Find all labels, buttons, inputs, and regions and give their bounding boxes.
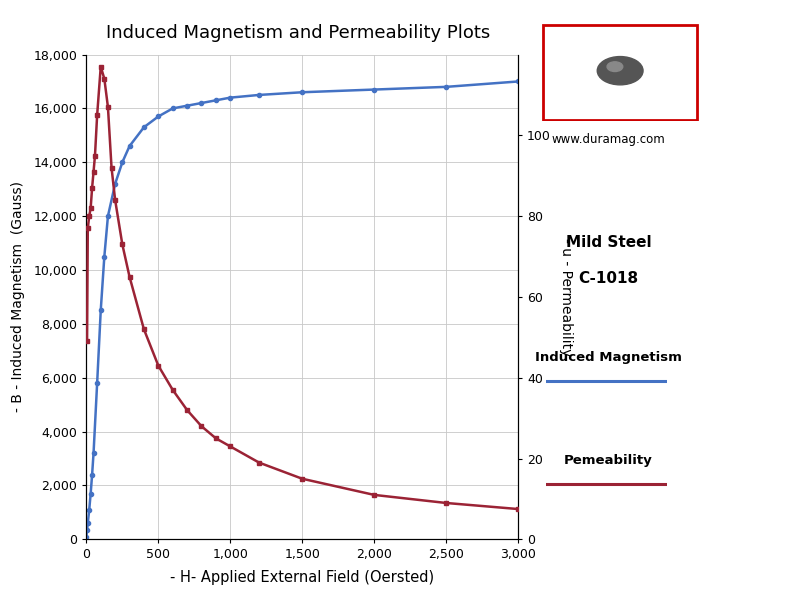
Y-axis label: - u - Permeability: - u - Permeability xyxy=(560,238,573,356)
X-axis label: - H- Applied External Field (Oersted): - H- Applied External Field (Oersted) xyxy=(170,570,434,585)
Text: Induced Magnetism: Induced Magnetism xyxy=(535,351,682,364)
Text: Mild Steel: Mild Steel xyxy=(565,235,652,250)
Text: www.duramag.com: www.duramag.com xyxy=(552,133,665,146)
Text: Induced Magnetism and Permeability Plots: Induced Magnetism and Permeability Plots xyxy=(106,24,491,42)
Text: Pemeability: Pemeability xyxy=(564,454,653,467)
Text: DURAMAG: DURAMAG xyxy=(594,105,646,113)
Circle shape xyxy=(597,56,643,85)
Y-axis label: - B - Induced Magnetism  (Gauss): - B - Induced Magnetism (Gauss) xyxy=(11,181,25,413)
Circle shape xyxy=(607,62,623,72)
Text: C-1018: C-1018 xyxy=(579,271,638,286)
